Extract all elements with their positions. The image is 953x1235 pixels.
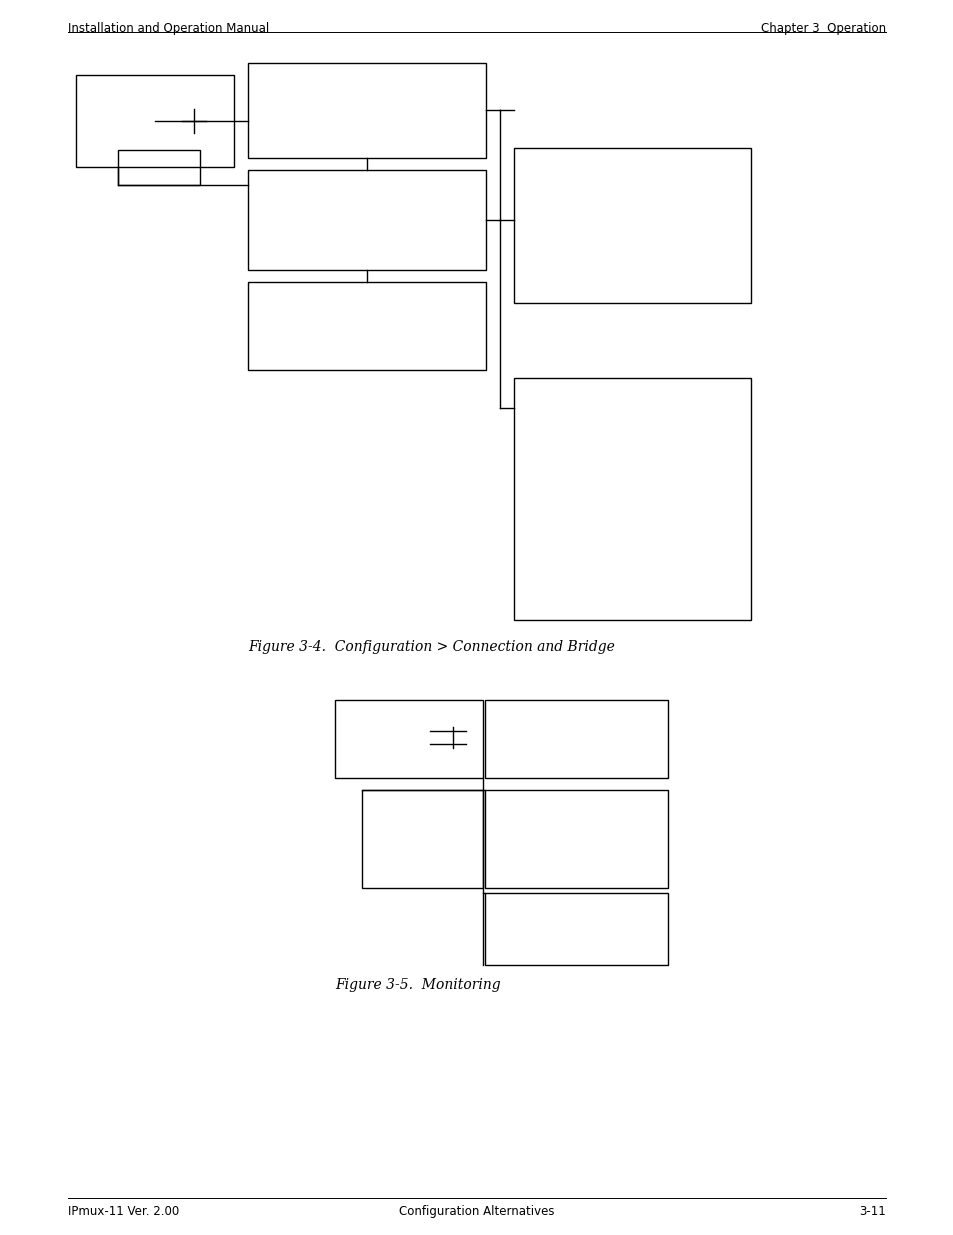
Bar — [484, 893, 667, 965]
Bar — [76, 75, 233, 167]
Text: 3-11: 3-11 — [859, 1205, 885, 1218]
Bar — [118, 149, 200, 185]
Bar — [514, 378, 750, 620]
Bar — [514, 148, 750, 303]
Text: IPmux-11 Ver. 2.00: IPmux-11 Ver. 2.00 — [68, 1205, 179, 1218]
Bar — [484, 700, 667, 778]
Bar — [248, 282, 485, 370]
Text: Chapter 3  Operation: Chapter 3 Operation — [760, 22, 885, 35]
Text: Configuration Alternatives: Configuration Alternatives — [399, 1205, 554, 1218]
Text: Figure 3-4.  Configuration > Connection and Bridge: Figure 3-4. Configuration > Connection a… — [248, 640, 615, 655]
Bar — [248, 170, 485, 270]
Bar — [361, 790, 482, 888]
Bar — [484, 790, 667, 888]
Text: Installation and Operation Manual: Installation and Operation Manual — [68, 22, 269, 35]
Bar — [248, 63, 485, 158]
Text: Figure 3-5.  Monitoring: Figure 3-5. Monitoring — [335, 978, 500, 992]
Bar — [335, 700, 482, 778]
